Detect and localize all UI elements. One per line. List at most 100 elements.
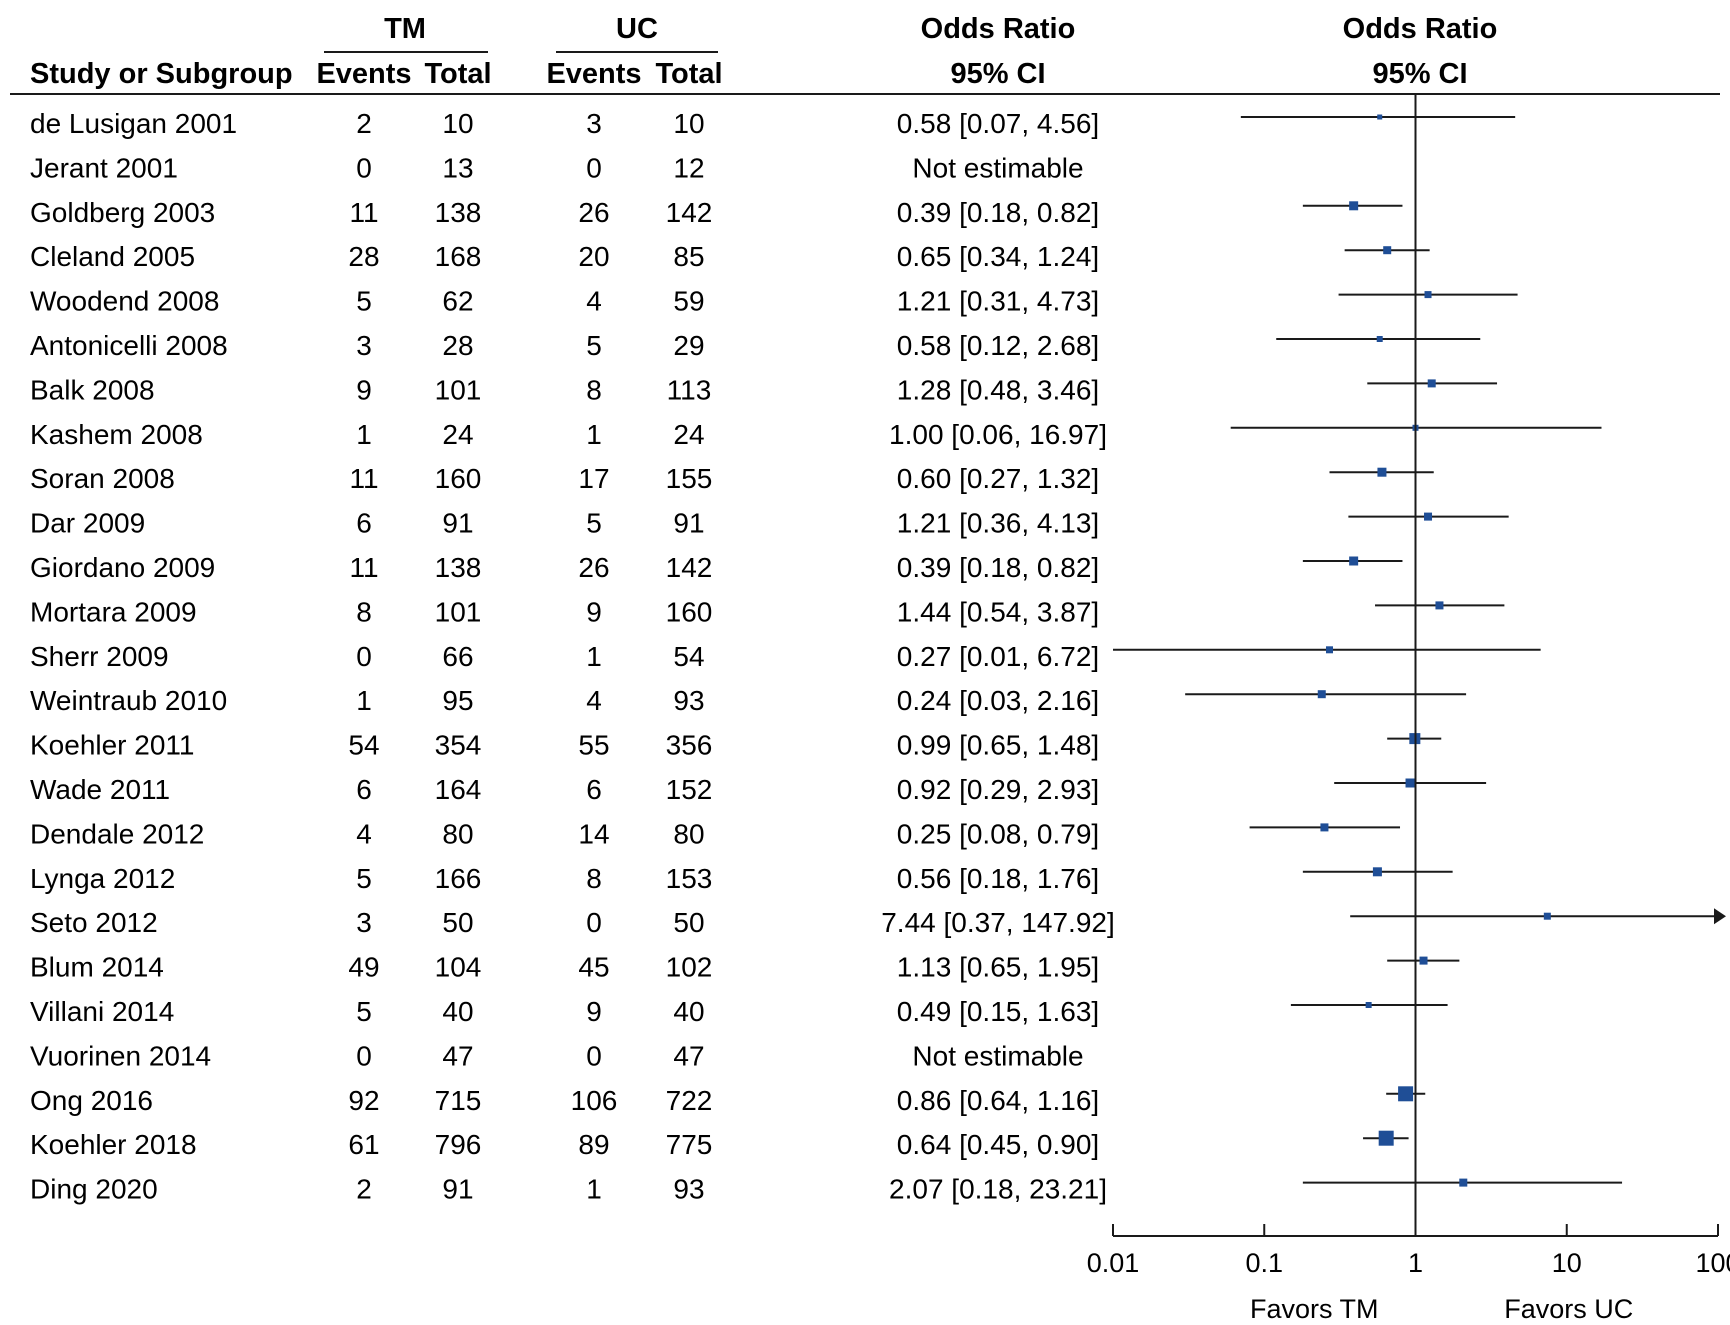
- study-name: de Lusigan 2001: [30, 108, 237, 139]
- favors-uc-label: Favors UC: [1504, 1294, 1633, 1324]
- tm-total-cell: 66: [442, 641, 473, 672]
- x-axis: 0.01 0.1 1 10 100 Favors TM Favors UC: [1087, 1224, 1730, 1324]
- plot-area: [1113, 94, 1726, 1236]
- uc-total-cell: 93: [673, 685, 704, 716]
- or-marker: [1377, 114, 1383, 120]
- study-name: Dar 2009: [30, 508, 145, 539]
- uc-events-cell: 8: [586, 374, 602, 405]
- header-or: Odds Ratio: [921, 13, 1076, 45]
- tm-events-cell: 11: [349, 552, 378, 583]
- header-ci: 95% CI: [950, 58, 1045, 90]
- or-marker: [1320, 823, 1329, 832]
- or-marker: [1377, 467, 1387, 477]
- or-ci-cell: 7.44 [0.37, 147.92]: [881, 907, 1115, 938]
- axis-tick-label: 100: [1695, 1248, 1730, 1278]
- uc-events-cell: 17: [578, 463, 609, 494]
- study-name: Ong 2016: [30, 1085, 153, 1116]
- study-name: Goldberg 2003: [30, 197, 215, 228]
- tm-events-cell: 6: [356, 774, 372, 805]
- or-ci-cell: 0.49 [0.15, 1.63]: [897, 996, 1099, 1027]
- or-ci-cell: 0.65 [0.34, 1.24]: [897, 241, 1099, 272]
- uc-total-cell: 102: [666, 952, 713, 983]
- uc-events-cell: 55: [578, 730, 609, 761]
- uc-total-cell: 47: [673, 1040, 704, 1071]
- uc-events-cell: 3: [586, 108, 602, 139]
- tm-total-cell: 95: [442, 685, 473, 716]
- or-ci-cell: 0.27 [0.01, 6.72]: [897, 641, 1099, 672]
- tm-events-cell: 8: [356, 596, 372, 627]
- tm-events-cell: 2: [356, 108, 372, 139]
- or-marker: [1349, 556, 1359, 566]
- or-marker: [1427, 379, 1436, 388]
- header-tm-events: Events: [316, 58, 411, 90]
- tm-events-cell: 11: [349, 463, 378, 494]
- uc-total-cell: 10: [673, 108, 704, 139]
- favors-tm-label: Favors TM: [1250, 1294, 1379, 1324]
- study-name: Jerant 2001: [30, 152, 178, 183]
- or-marker: [1349, 201, 1359, 211]
- or-ci-cell: Not estimable: [912, 1040, 1083, 1071]
- uc-events-cell: 89: [578, 1129, 609, 1160]
- or-ci-cell: 0.58 [0.07, 4.56]: [897, 108, 1099, 139]
- study-name: Koehler 2018: [30, 1129, 197, 1160]
- uc-total-cell: 93: [673, 1174, 704, 1205]
- study-rows: de Lusigan 2001 2 10 3 10 0.58 [0.07, 4.56]Je…: [30, 108, 1115, 1205]
- uc-events-cell: 5: [586, 508, 602, 539]
- or-marker: [1372, 867, 1382, 877]
- study-name: Mortara 2009: [30, 596, 197, 627]
- uc-total-cell: 722: [666, 1085, 713, 1116]
- header-plot-title: Odds Ratio: [1343, 13, 1498, 45]
- study-name: Antonicelli 2008: [30, 330, 228, 361]
- tm-total-cell: 138: [435, 197, 482, 228]
- or-ci-cell: 2.07 [0.18, 23.21]: [889, 1174, 1107, 1205]
- or-marker: [1398, 1086, 1414, 1102]
- tm-total-cell: 80: [442, 818, 473, 849]
- uc-events-cell: 106: [571, 1085, 618, 1116]
- axis-tick-label: 0.01: [1087, 1248, 1140, 1278]
- or-ci-cell: 0.64 [0.45, 0.90]: [897, 1129, 1099, 1160]
- or-ci-cell: 0.25 [0.08, 0.79]: [897, 818, 1099, 849]
- tm-events-cell: 3: [356, 907, 372, 938]
- tm-events-cell: 3: [356, 330, 372, 361]
- tm-events-cell: 5: [356, 996, 372, 1027]
- tm-total-cell: 138: [435, 552, 482, 583]
- uc-events-cell: 4: [586, 685, 602, 716]
- or-ci-cell: 0.60 [0.27, 1.32]: [897, 463, 1099, 494]
- or-marker: [1459, 1178, 1468, 1187]
- or-ci-cell: 0.86 [0.64, 1.16]: [897, 1085, 1099, 1116]
- uc-total-cell: 356: [666, 730, 713, 761]
- tm-total-cell: 47: [442, 1040, 473, 1071]
- uc-total-cell: 91: [673, 508, 704, 539]
- or-ci-cell: Not estimable: [912, 152, 1083, 183]
- or-marker: [1424, 291, 1432, 299]
- tm-events-cell: 11: [349, 197, 378, 228]
- or-marker: [1435, 601, 1444, 610]
- uc-total-cell: 80: [673, 818, 704, 849]
- or-marker: [1405, 778, 1415, 788]
- or-ci-cell: 0.58 [0.12, 2.68]: [897, 330, 1099, 361]
- uc-total-cell: 142: [666, 197, 713, 228]
- study-name: Cleland 2005: [30, 241, 195, 272]
- uc-events-cell: 20: [578, 241, 609, 272]
- tm-events-cell: 61: [348, 1129, 379, 1160]
- or-ci-cell: 0.56 [0.18, 1.76]: [897, 863, 1099, 894]
- or-ci-cell: 0.99 [0.65, 1.48]: [897, 730, 1099, 761]
- uc-events-cell: 0: [586, 152, 602, 183]
- tm-events-cell: 2: [356, 1174, 372, 1205]
- uc-total-cell: 54: [673, 641, 704, 672]
- header-plot-ci: 95% CI: [1372, 58, 1467, 90]
- uc-events-cell: 6: [586, 774, 602, 805]
- or-marker: [1424, 512, 1433, 521]
- axis-tick-label: 1: [1408, 1248, 1423, 1278]
- or-marker: [1543, 912, 1551, 920]
- tm-total-cell: 62: [442, 286, 473, 317]
- or-marker: [1317, 690, 1326, 699]
- or-ci-cell: 1.44 [0.54, 3.87]: [897, 596, 1099, 627]
- uc-total-cell: 29: [673, 330, 704, 361]
- axis-tick-label: 0.1: [1245, 1248, 1283, 1278]
- tm-total-cell: 796: [435, 1129, 482, 1160]
- uc-events-cell: 1: [586, 1174, 602, 1205]
- uc-events-cell: 1: [586, 419, 602, 450]
- study-name: Vuorinen 2014: [30, 1040, 211, 1071]
